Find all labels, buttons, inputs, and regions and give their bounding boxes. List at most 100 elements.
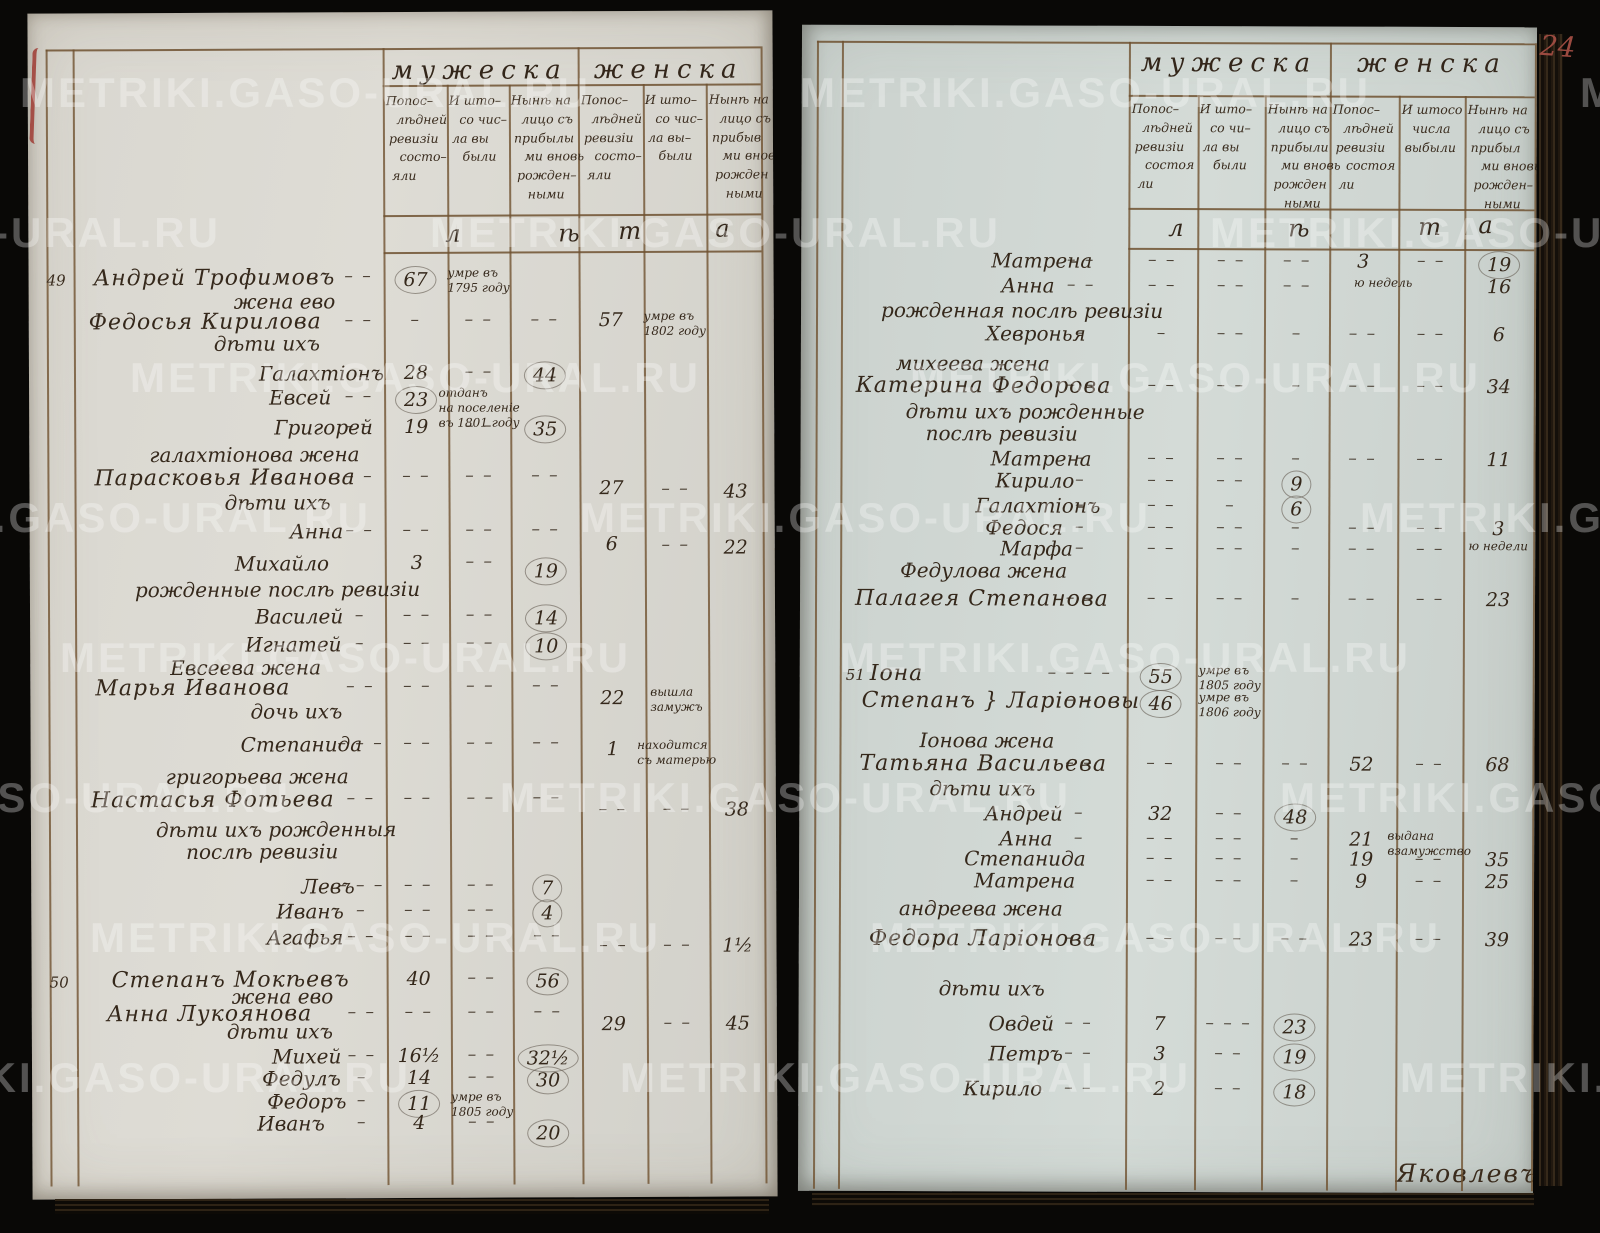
leta-letter: л: [445, 219, 461, 248]
cell-value: – –: [465, 551, 495, 572]
table-rule-vertical: [1460, 96, 1467, 1192]
cell-value: – –: [466, 874, 496, 895]
cell-value: – –: [403, 787, 433, 808]
row-name: Иванъ: [257, 1111, 325, 1136]
table-rule-horizontal: [45, 46, 761, 52]
cell-value: – –: [467, 1044, 497, 1065]
cell-value: – –: [1347, 588, 1377, 609]
cell-value: – –: [467, 1066, 497, 1087]
table-rule-vertical: [45, 49, 53, 1187]
cell-value: – –: [1216, 375, 1246, 396]
column-header-f2: И штосо числа выбыли: [1401, 101, 1463, 155]
row-name: Настасья Фотьева: [90, 787, 335, 814]
cell-value: – –: [1066, 274, 1096, 295]
row-name: галахтіонова жена: [149, 442, 360, 468]
cell-value: – –: [344, 416, 374, 437]
row-name: Матрена: [974, 868, 1076, 893]
cell-note: умре въ 1805 году: [1198, 663, 1261, 693]
column-header-f1: Попос– лѣдней ревизіи состо– яли: [580, 92, 643, 183]
cell-value: 6: [605, 533, 618, 556]
row-name: Іона: [869, 660, 924, 687]
page-stack-edge: [1539, 34, 1563, 1186]
cell-value: –: [356, 1090, 368, 1111]
table-rule-vertical: [1325, 42, 1332, 1191]
table-rule-horizontal: [382, 83, 761, 87]
cell-value: 4: [413, 1111, 426, 1134]
cell-note: умре въ 1795 году: [447, 265, 510, 295]
row-name: Хевронья: [985, 321, 1086, 346]
cell-value: – –: [1065, 752, 1094, 773]
row-name: Іонова жена: [919, 728, 1055, 753]
table-rule-horizontal: [383, 250, 762, 254]
cell-value: –: [356, 900, 367, 921]
female-section-header: женска: [593, 54, 744, 86]
cell-value: 9: [1281, 470, 1312, 499]
cell-value: –: [1075, 494, 1086, 515]
leta-letter: а: [1478, 211, 1493, 240]
cell-value: 19: [1348, 848, 1374, 871]
cell-value: – –: [531, 519, 560, 540]
row-name: рожденные послѣ ревизіи: [134, 576, 421, 603]
cell-value: 19: [1273, 1043, 1316, 1072]
cell-value: –: [354, 605, 366, 626]
cell-value: – –: [1416, 448, 1445, 469]
row-name: Кирило: [963, 1076, 1043, 1101]
male-section-header: мужеска: [1140, 47, 1318, 79]
row-name: дѣти ихъ: [224, 490, 331, 515]
cell-value: – –: [1215, 753, 1244, 774]
leta-letter: ѣ: [558, 219, 580, 248]
cell-value: – –: [1065, 689, 1094, 710]
table-rule-horizontal: [816, 40, 1535, 45]
cell-value: – –: [403, 732, 432, 753]
cell-value: – –: [344, 386, 374, 407]
cell-value: – –: [1147, 494, 1176, 516]
cell-value: – –: [466, 732, 495, 753]
row-name: Кирило: [995, 468, 1075, 493]
cell-value: – –: [661, 534, 690, 555]
cell-value: 28: [403, 361, 429, 384]
table-rule-vertical: [760, 46, 768, 1184]
cell-value: – –: [662, 798, 692, 819]
cell-value: 43: [723, 480, 748, 503]
cell-value: – –: [346, 788, 376, 809]
row-name: Овдей: [988, 1011, 1055, 1036]
cell-value: – –: [464, 415, 494, 436]
row-name: Агафья: [266, 925, 344, 950]
cell-value: – –: [1415, 753, 1444, 774]
cell-value: – –: [533, 925, 562, 946]
table-rule-vertical: [446, 84, 454, 1185]
cell-value: 34: [1486, 376, 1511, 399]
cell-value: – –: [1214, 870, 1244, 891]
household-number: 49: [46, 271, 66, 290]
cell-value: –: [1075, 469, 1086, 490]
cell-value: 14: [406, 1066, 432, 1089]
cell-value: 52: [1349, 753, 1374, 776]
cell-value: 20: [527, 1119, 570, 1148]
cell-value: –: [1075, 447, 1086, 468]
table-rule-vertical: [642, 83, 650, 1184]
cell-value: – –: [1145, 827, 1175, 849]
cell-value: – –: [1216, 448, 1245, 469]
cell-value: – –: [1214, 1043, 1243, 1064]
cell-value: – –: [1214, 928, 1244, 949]
row-name: рожденная послѣ ревизіи: [881, 297, 1164, 323]
row-name: дѣти ихъ: [929, 776, 1036, 801]
column-header-m2: И што– со чи– ла вы были: [1199, 101, 1253, 173]
row-name: Игнатей: [245, 632, 342, 657]
row-name: дѣти ихъ: [213, 331, 320, 356]
cell-value: 23: [1485, 589, 1511, 612]
cell-value: – –: [1416, 375, 1446, 396]
cell-value: – –: [344, 310, 374, 331]
cell-value: 32: [1148, 802, 1173, 826]
table-rule-vertical: [1124, 41, 1131, 1190]
leta-letter: а: [715, 214, 730, 243]
cell-value: 9: [1354, 870, 1368, 893]
row-name: Степанъ } Ларіоновы: [861, 687, 1141, 714]
cell-value: – – – –: [1047, 662, 1112, 683]
cell-value: 57: [598, 309, 623, 332]
cell-value: –: [1291, 517, 1302, 538]
cell-value: – –: [1416, 517, 1445, 538]
cell-value: – –: [1147, 249, 1177, 271]
cell-value: 19: [404, 415, 429, 438]
page-stack-bottom-left: [55, 1199, 769, 1214]
